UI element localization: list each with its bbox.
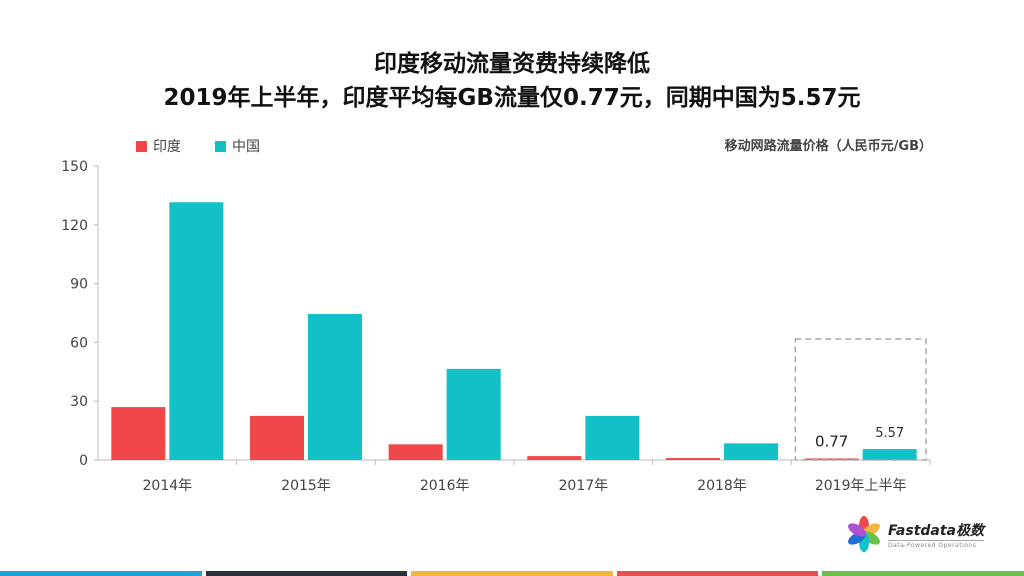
x-tick-label: 2019年上半年 xyxy=(815,478,907,494)
highlight-box xyxy=(794,338,927,461)
data-label-china: 5.57 xyxy=(875,426,904,441)
bar-india xyxy=(804,458,859,460)
bar-china xyxy=(862,449,917,460)
bar-india xyxy=(250,415,304,460)
x-tick-label: 2014年 xyxy=(143,478,193,494)
brand-logo: Fastdata极数 Data-Powered Operations xyxy=(846,516,984,552)
bottom-bar-segment xyxy=(411,571,613,576)
bar-india xyxy=(111,407,166,460)
chart-subtitle: 2019年上半年，印度平均每GB流量仅0.77元，同期中国为5.57元 xyxy=(163,85,861,111)
legend-item-china: 中国 xyxy=(215,136,260,156)
x-tick-label: 2015年 xyxy=(281,478,331,494)
y-tick-label: 60 xyxy=(70,335,88,351)
flower-logo-icon xyxy=(848,516,880,552)
bottom-bar-segment xyxy=(205,571,408,576)
logo-tagline: Data-Powered Operations xyxy=(887,539,984,549)
bar-china xyxy=(724,443,778,460)
legend-label-china: 中国 xyxy=(232,139,260,155)
y-tick-label: 0 xyxy=(79,453,88,469)
x-tick-label: 2018年 xyxy=(697,478,747,494)
y-tick-label: 150 xyxy=(61,159,88,175)
bar-india xyxy=(666,458,720,460)
bar-india xyxy=(388,444,443,460)
bar-india xyxy=(527,456,582,460)
bar-china xyxy=(446,368,501,460)
chart-title: 印度移动流量资费持续降低 xyxy=(374,51,650,77)
legend-swatch-china xyxy=(215,140,226,152)
y-tick-label: 30 xyxy=(70,394,88,410)
legend-swatch-india xyxy=(136,140,147,152)
bar-china xyxy=(169,202,224,460)
legend: 印度 中国 xyxy=(136,136,260,156)
bottom-bar-segment xyxy=(822,571,1024,576)
legend-label-india: 印度 xyxy=(153,139,181,155)
bottom-color-bar xyxy=(0,571,1024,576)
bottom-bar-segment xyxy=(0,571,202,576)
bar-china xyxy=(585,415,640,460)
x-tick-label: 2016年 xyxy=(420,478,470,494)
legend-item-india: 印度 xyxy=(136,136,181,156)
unit-label: 移动网路流量价格（人民币元/GB） xyxy=(724,139,932,154)
bottom-bar-segment xyxy=(616,571,819,576)
logo-name: Fastdata极数 xyxy=(887,522,984,539)
y-tick-label: 120 xyxy=(61,218,88,234)
bar-china xyxy=(308,313,362,460)
y-tick-label: 90 xyxy=(70,277,88,293)
data-label-india: 0.77 xyxy=(815,432,848,450)
x-tick-label: 2017年 xyxy=(559,478,609,494)
